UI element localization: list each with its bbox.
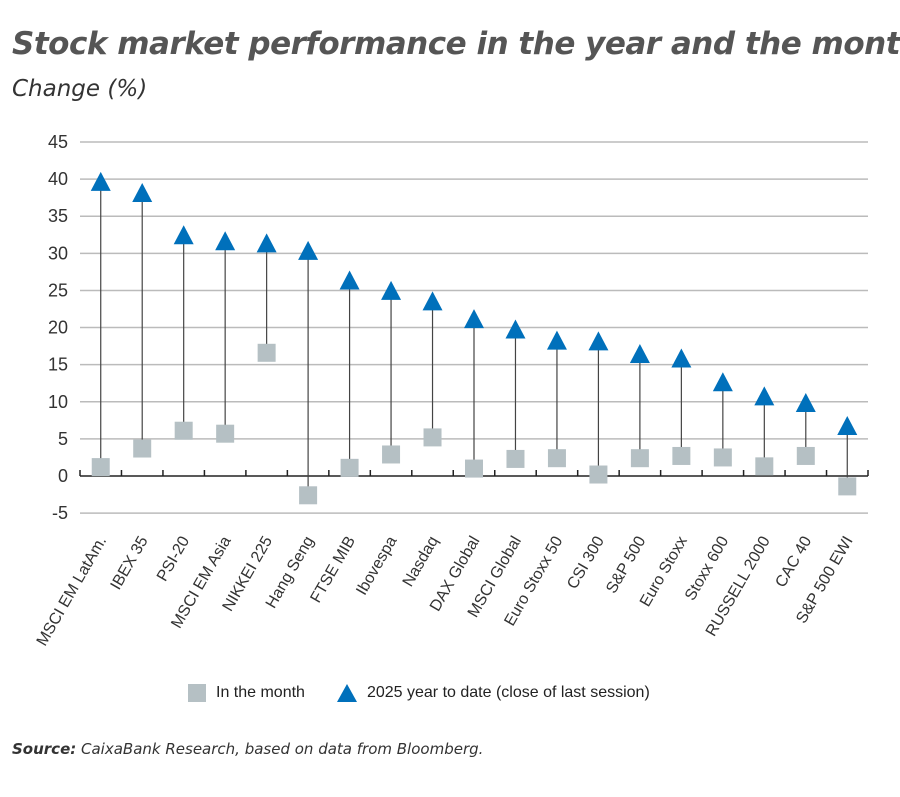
month-marker bbox=[672, 446, 691, 465]
ytd-marker bbox=[505, 319, 526, 339]
month-marker bbox=[465, 459, 483, 478]
y-tick-label: -5 bbox=[52, 503, 68, 523]
ytd-marker bbox=[298, 240, 319, 260]
month-marker bbox=[91, 458, 110, 477]
ytd-marker bbox=[132, 182, 153, 202]
legend: In the month 2025 year to date (close of… bbox=[188, 684, 650, 702]
month-marker bbox=[796, 446, 815, 465]
x-tick-label: Nasdaq bbox=[400, 534, 442, 590]
month-marker bbox=[216, 424, 235, 443]
y-tick-label: 15 bbox=[48, 355, 68, 375]
source-note: Source: CaixaBank Research, based on dat… bbox=[12, 740, 483, 758]
x-tick-label: PSI-20 bbox=[154, 533, 193, 584]
y-tick-label: 35 bbox=[48, 206, 68, 226]
month-marker bbox=[630, 449, 649, 468]
ytd-marker bbox=[795, 393, 816, 413]
legend-square-icon bbox=[188, 684, 206, 702]
source-label: Source: bbox=[12, 740, 77, 758]
month-marker bbox=[547, 449, 566, 468]
x-tick-label: CSI 300 bbox=[564, 533, 608, 592]
y-tick-label: 5 bbox=[58, 429, 68, 449]
legend-triangle-icon bbox=[336, 684, 357, 702]
ytd-marker bbox=[90, 171, 111, 191]
y-tick-label: 0 bbox=[58, 466, 68, 486]
chart: -5 0 5 10 15 20 25 30 35 40 45 MSCI EM LatAm.IBEX 3… bbox=[34, 132, 869, 650]
month-marker bbox=[299, 486, 318, 505]
y-tick-label: 45 bbox=[48, 132, 68, 152]
ytd-marker bbox=[173, 225, 194, 245]
month-marker bbox=[257, 343, 276, 362]
month-marker bbox=[423, 428, 442, 447]
ytd-marker bbox=[464, 309, 484, 329]
month-marker bbox=[713, 448, 732, 467]
x-tick-label: IBEX 35 bbox=[108, 533, 152, 592]
x-tick-label: Ibovespa bbox=[353, 533, 400, 598]
y-tick-label: 20 bbox=[48, 318, 68, 338]
ytd-marker bbox=[422, 291, 443, 311]
month-marker bbox=[340, 458, 359, 477]
ytd-marker bbox=[381, 280, 402, 300]
month-marker bbox=[838, 477, 857, 496]
month-marker bbox=[174, 421, 193, 440]
ytd-marker bbox=[256, 233, 277, 253]
ytd-marker bbox=[629, 344, 650, 364]
ytd-marker bbox=[215, 231, 236, 251]
month-marker bbox=[589, 465, 608, 484]
chart-title: Stock market performance in the year and… bbox=[12, 26, 900, 62]
legend-ytd: 2025 year to date (close of last session… bbox=[366, 684, 650, 701]
ytd-marker bbox=[671, 348, 692, 368]
x-tick-label: MSCI EM LatAm. bbox=[34, 534, 111, 650]
ytd-marker bbox=[837, 416, 858, 436]
ytd-marker bbox=[754, 386, 775, 406]
ytd-marker bbox=[546, 330, 567, 350]
ytd-marker bbox=[588, 331, 609, 351]
month-marker bbox=[133, 439, 152, 458]
x-tick-label: S&P 500 bbox=[603, 533, 649, 596]
y-tick-label: 25 bbox=[48, 280, 68, 300]
ytd-marker bbox=[339, 270, 360, 290]
month-marker bbox=[755, 457, 774, 476]
chart-subtitle: Change (%) bbox=[12, 76, 148, 102]
x-tick-label: CAC 40 bbox=[773, 533, 816, 590]
y-tick-label: 40 bbox=[48, 169, 68, 189]
month-marker bbox=[506, 449, 525, 468]
source-text: CaixaBank Research, based on data from B… bbox=[76, 740, 484, 758]
y-tick-label: 10 bbox=[48, 392, 68, 412]
y-tick-label: 30 bbox=[48, 243, 68, 263]
ytd-marker bbox=[712, 372, 733, 392]
legend-month: In the month bbox=[216, 684, 305, 701]
month-marker bbox=[382, 445, 401, 464]
